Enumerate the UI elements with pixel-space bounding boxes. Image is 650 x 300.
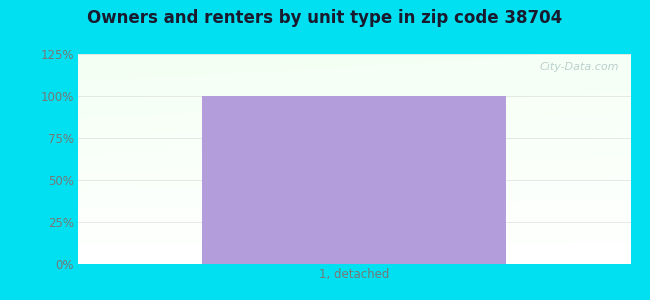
Text: City-Data.com: City-Data.com	[540, 62, 619, 72]
Bar	[202, 96, 506, 264]
Text: Owners and renters by unit type in zip code 38704: Owners and renters by unit type in zip c…	[87, 9, 563, 27]
